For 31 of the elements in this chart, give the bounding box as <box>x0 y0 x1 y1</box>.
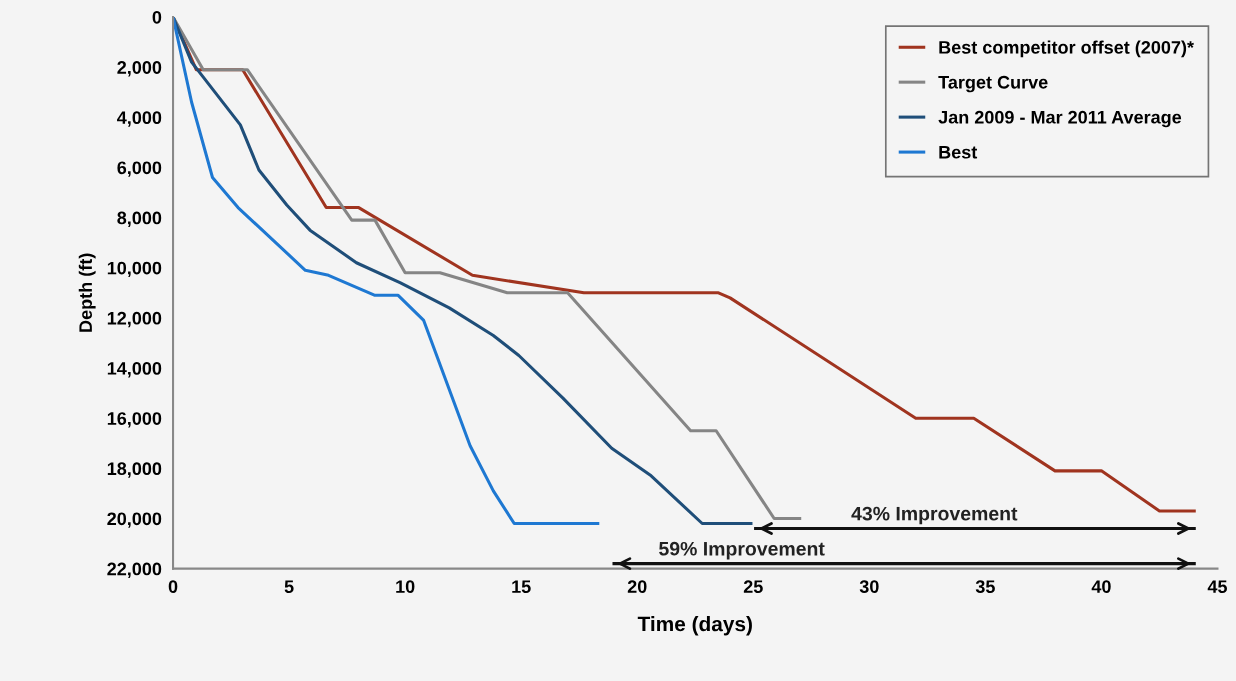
x-tick-label: 5 <box>284 580 294 594</box>
x-tick-label: 0 <box>168 580 178 594</box>
x-tick-label: 40 <box>1091 580 1111 594</box>
annotation: 59% Improvement <box>659 541 825 560</box>
y-tick-label: 2,000 <box>117 61 162 77</box>
x-tick-label: 45 <box>1207 580 1227 594</box>
y-tick-label: 16,000 <box>107 412 162 428</box>
y-tick-label: 8,000 <box>117 211 162 227</box>
y-tick-label: 6,000 <box>117 161 162 177</box>
x-tick-label: 10 <box>396 580 415 594</box>
legend-label: Best <box>939 145 978 159</box>
y-tick-label: 4,000 <box>117 111 162 127</box>
y-axis-title: Depth (ft) <box>78 253 96 332</box>
x-tick-label: 25 <box>743 580 763 594</box>
y-tick-label: 18,000 <box>107 462 162 478</box>
x-tick-label: 30 <box>859 580 879 594</box>
x-tick-label: 20 <box>627 580 647 594</box>
annotation: 43% Improvement <box>851 506 1018 525</box>
line-series <box>173 17 600 526</box>
y-tick-label: 20,000 <box>107 512 162 528</box>
legend-label: Target Curve <box>938 75 1048 93</box>
y-tick-label: 0 <box>152 10 162 24</box>
legend-label: Jan 2009 - Mar 2011 Average <box>938 110 1182 128</box>
y-tick-label: 10,000 <box>107 261 162 278</box>
x-tick-label: 35 <box>975 580 995 594</box>
y-tick-label: 12,000 <box>107 311 162 328</box>
y-tick-label: 22,000 <box>107 562 162 578</box>
legend-label: Best competitor offset (2007)* <box>939 40 1194 58</box>
y-tick-label: 14,000 <box>107 361 162 378</box>
x-axis-title: Time (days) <box>637 616 752 636</box>
x-tick-label: 15 <box>512 580 531 594</box>
